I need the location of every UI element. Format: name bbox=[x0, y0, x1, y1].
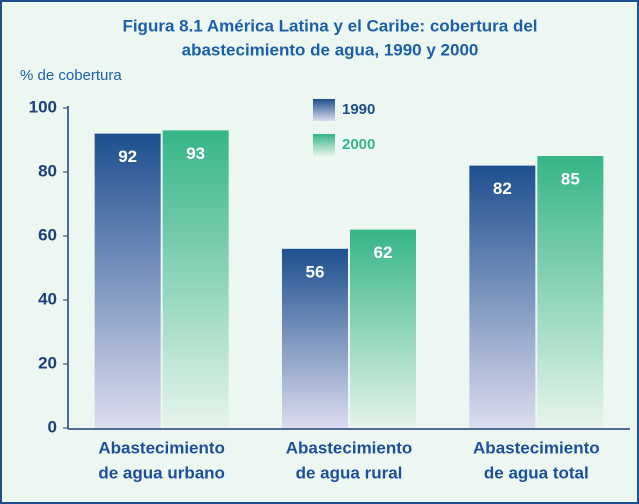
bar bbox=[537, 156, 604, 428]
x-tick-label: de agua urbano bbox=[98, 463, 225, 482]
legend-label: 1990 bbox=[342, 101, 375, 118]
y-tick-label: 20 bbox=[38, 353, 57, 372]
legend-swatch bbox=[313, 99, 335, 121]
value-label: 56 bbox=[306, 262, 325, 281]
y-tick-label: 80 bbox=[38, 161, 57, 180]
x-tick-label: Abastecimiento bbox=[98, 438, 225, 457]
chart-title: Figura 8.1 América Latina y el Caribe: c… bbox=[122, 16, 537, 35]
x-tick-label: Abastecimiento bbox=[286, 438, 413, 457]
value-label: 93 bbox=[186, 144, 205, 163]
legend-swatch bbox=[313, 134, 335, 156]
y-tick-label: 0 bbox=[48, 417, 57, 436]
chart-title: abastecimiento de agua, 1990 y 2000 bbox=[182, 40, 479, 59]
bar bbox=[350, 229, 416, 428]
y-tick-label: 100 bbox=[29, 97, 57, 116]
y-tick-label: 40 bbox=[38, 289, 57, 308]
value-label: 85 bbox=[561, 169, 580, 188]
y-axis-label: % de cobertura bbox=[20, 67, 122, 84]
legend-label: 2000 bbox=[342, 136, 375, 153]
x-tick-label: de agua total bbox=[484, 463, 589, 482]
bar bbox=[469, 165, 536, 428]
x-tick-label: Abastecimiento bbox=[473, 438, 600, 457]
y-tick-label: 60 bbox=[38, 225, 57, 244]
x-tick-label: de agua rural bbox=[296, 463, 403, 482]
value-label: 82 bbox=[493, 179, 512, 198]
value-label: 62 bbox=[374, 243, 393, 262]
bar bbox=[94, 133, 161, 428]
bar bbox=[162, 130, 229, 428]
bar bbox=[282, 248, 348, 428]
value-label: 92 bbox=[118, 147, 137, 166]
